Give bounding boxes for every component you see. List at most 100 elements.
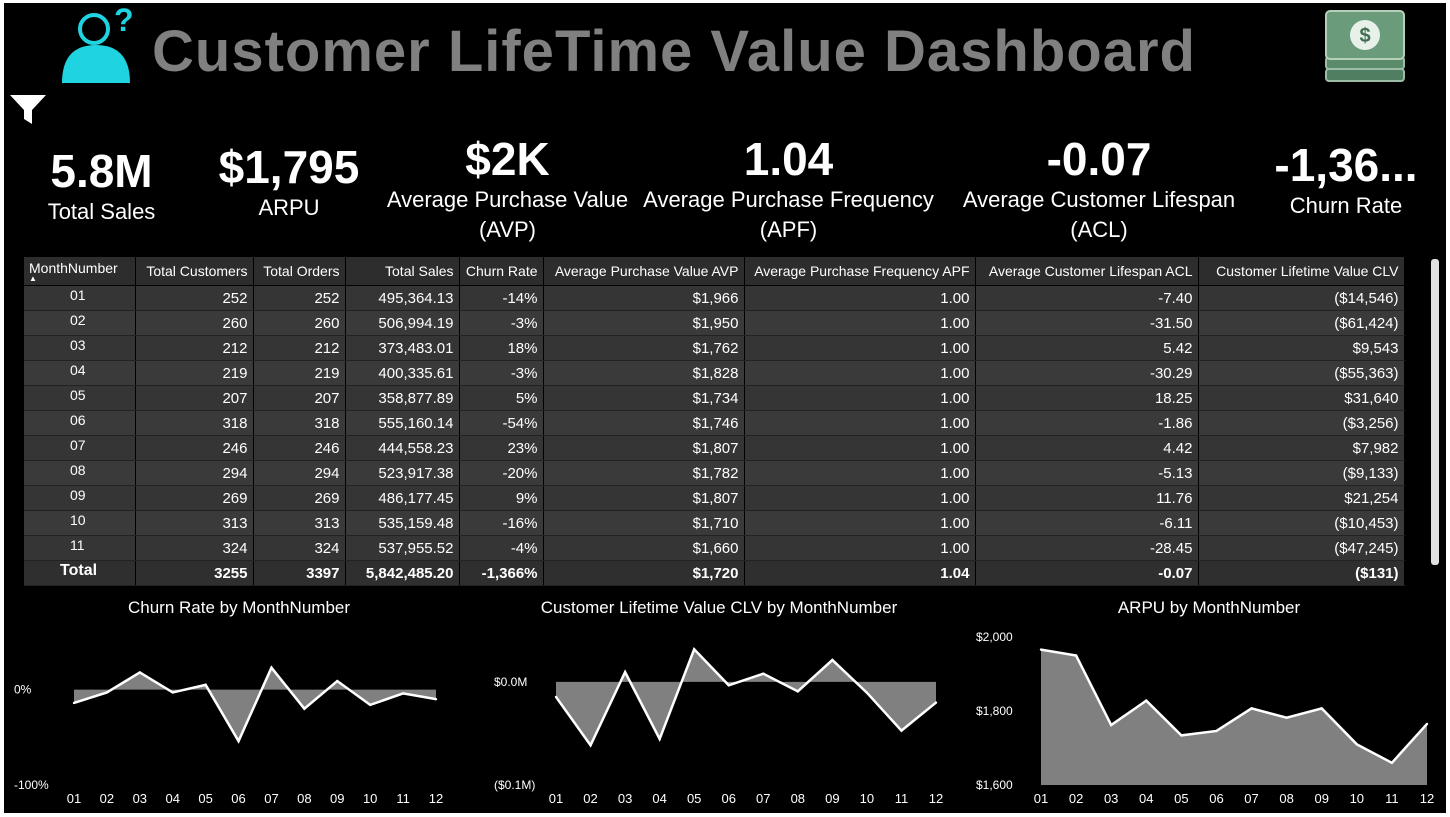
data-point bbox=[368, 703, 372, 707]
table-row: 05 207 207 358,877.89 5% $1,734 1.00 18.25 $31,6… bbox=[24, 385, 1405, 411]
person-question-icon: ? bbox=[62, 5, 134, 83]
kpi-total-sales: 5.8M Total Sales bbox=[34, 145, 169, 227]
column-header[interactable]: Churn Rate bbox=[459, 257, 544, 286]
table-cell: 252 bbox=[135, 285, 254, 311]
table-cell: 1.00 bbox=[744, 285, 976, 311]
table-cell: 207 bbox=[253, 385, 346, 411]
table-row: 06 318 318 555,160.14 -54% $1,746 1.00 -1.86 ($3… bbox=[24, 410, 1405, 436]
filter-icon[interactable] bbox=[9, 93, 47, 127]
table-cell: 324 bbox=[135, 535, 254, 561]
table-cell: 4.42 bbox=[975, 435, 1199, 461]
data-point bbox=[658, 737, 661, 741]
column-header[interactable]: Total Orders bbox=[253, 257, 346, 286]
table-cell: -3% bbox=[459, 310, 544, 336]
table-cell: -20% bbox=[459, 460, 544, 486]
kpi-label: Total Sales bbox=[47, 199, 156, 224]
x-tick-label: 09 bbox=[330, 791, 344, 806]
data-point bbox=[237, 739, 240, 743]
x-tick-label: 03 bbox=[1104, 791, 1118, 806]
data-point bbox=[692, 648, 696, 651]
x-tick-label: 04 bbox=[165, 791, 179, 806]
table-cell: 506,994.19 bbox=[345, 310, 460, 336]
x-tick-label: 09 bbox=[1314, 791, 1328, 806]
table-cell: -31.50 bbox=[975, 310, 1199, 336]
y-tick-label: ($0.1M) bbox=[494, 778, 535, 792]
x-tick-label: 11 bbox=[396, 791, 410, 806]
x-tick-label: 01 bbox=[1034, 791, 1048, 806]
table-cell: -54% bbox=[459, 410, 544, 436]
table-cell: $31,640 bbox=[1198, 385, 1405, 411]
kpi-label: Average Purchase Frequency bbox=[643, 187, 934, 212]
table-cell: 1.00 bbox=[744, 460, 976, 486]
table-cell: 1.00 bbox=[744, 535, 976, 561]
x-tick-label: 07 bbox=[264, 791, 278, 806]
table-cell: -3% bbox=[459, 360, 544, 386]
table-cell: $21,254 bbox=[1198, 485, 1405, 511]
table-cell: -28.45 bbox=[975, 535, 1199, 561]
svg-text:$: $ bbox=[1359, 25, 1370, 47]
table-cell: ($10,453) bbox=[1198, 510, 1405, 536]
table-cell: 358,877.89 bbox=[345, 385, 460, 411]
x-tick-label: 06 bbox=[721, 791, 735, 806]
column-header[interactable]: Total Sales bbox=[345, 257, 460, 286]
column-header[interactable]: Total Customers bbox=[135, 257, 254, 286]
table-row: 07 246 246 444,558.23 23% $1,807 1.00 4.42 $7,98… bbox=[24, 435, 1405, 461]
table-cell: 318 bbox=[253, 410, 346, 436]
x-tick-label: 05 bbox=[687, 791, 701, 806]
data-point bbox=[303, 707, 306, 710]
data-point bbox=[727, 684, 730, 687]
x-tick-label: 04 bbox=[1139, 791, 1153, 806]
column-header[interactable]: Average Purchase Frequency APF bbox=[744, 257, 976, 286]
data-point bbox=[105, 691, 109, 694]
data-point bbox=[1109, 723, 1113, 727]
table-cell: $1,807 bbox=[543, 435, 745, 461]
table-cell: $1,710 bbox=[543, 510, 745, 536]
table-cell: 212 bbox=[253, 335, 346, 361]
x-tick-label: 05 bbox=[1174, 791, 1188, 806]
table-cell: $1,966 bbox=[543, 285, 745, 311]
table-cell-month: 04 bbox=[24, 360, 136, 386]
table-cell: 246 bbox=[135, 435, 254, 461]
data-point bbox=[762, 672, 765, 675]
table-cell-month: 02 bbox=[24, 310, 136, 336]
table-cell: $1,828 bbox=[543, 360, 745, 386]
x-tick-label: 11 bbox=[895, 791, 909, 806]
data-point bbox=[1425, 722, 1429, 726]
table-scrollbar[interactable] bbox=[1431, 259, 1439, 565]
table-cell: -14% bbox=[459, 285, 544, 311]
table-cell: ($131) bbox=[1198, 560, 1405, 586]
x-tick-label: 08 bbox=[791, 791, 805, 806]
kpi-value: $2K bbox=[465, 133, 550, 185]
kpi-value: $1,795 bbox=[218, 141, 360, 193]
table-row: 08 294 294 523,917.38 -20% $1,782 1.00 -5.13 ($9… bbox=[24, 460, 1405, 486]
table-cell: 5% bbox=[459, 385, 544, 411]
data-point bbox=[796, 690, 800, 693]
table-cell: -1.86 bbox=[975, 410, 1199, 436]
column-header[interactable]: Customer Lifetime Value CLV bbox=[1198, 257, 1405, 286]
column-header[interactable]: Average Customer Lifespan ACL bbox=[975, 257, 1199, 286]
y-tick-label: $2,000 bbox=[976, 630, 1013, 644]
x-tick-label: 01 bbox=[549, 791, 563, 806]
table-cell: 537,955.52 bbox=[345, 535, 460, 561]
table-cell: 260 bbox=[253, 310, 346, 336]
x-tick-label: 07 bbox=[756, 791, 770, 806]
table-cell: 318 bbox=[135, 410, 254, 436]
x-tick-label: 02 bbox=[583, 791, 597, 806]
table-cell: 1.00 bbox=[744, 360, 976, 386]
x-tick-label: 05 bbox=[198, 791, 212, 806]
table-cell: 313 bbox=[253, 510, 346, 536]
table-cell-month: 08 bbox=[24, 460, 136, 486]
column-header[interactable]: Average Purchase Value AVP bbox=[543, 257, 745, 286]
chart-title-clv: Customer Lifetime Value CLV by MonthNumb… bbox=[540, 598, 898, 617]
table-cell: 1.00 bbox=[744, 385, 976, 411]
table-cell: 246 bbox=[253, 435, 346, 461]
y-tick-label: $0.0M bbox=[494, 675, 527, 689]
data-point bbox=[900, 729, 903, 732]
data-point bbox=[589, 744, 592, 747]
kpi-label-abbr: (APF) bbox=[759, 217, 818, 242]
table-cell: 212 bbox=[135, 335, 254, 361]
column-header-monthnumber[interactable]: MonthNumber ▲ bbox=[24, 257, 136, 286]
table-cell-month: 10 bbox=[24, 510, 136, 536]
x-tick-label: 03 bbox=[133, 791, 147, 806]
table-cell: 3255 bbox=[135, 560, 254, 586]
